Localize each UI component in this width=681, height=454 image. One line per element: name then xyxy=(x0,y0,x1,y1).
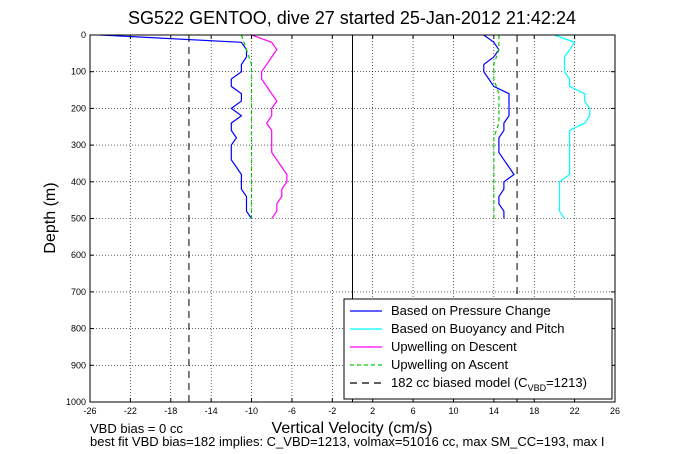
y-tick-label: 200 xyxy=(71,103,86,113)
x-tick-label: 10 xyxy=(448,406,458,416)
y-tick-label: 100 xyxy=(71,67,86,77)
y-tick-label: 600 xyxy=(71,250,86,260)
legend-entry-label: Based on Buoyancy and Pitch xyxy=(391,321,564,336)
x-tick-label: -26 xyxy=(83,406,96,416)
chart-title: SG522 GENTOO, dive 27 started 25-Jan-201… xyxy=(128,8,576,28)
y-axis-label: Depth (m) xyxy=(42,182,59,253)
series-line-based-on-pressure-change xyxy=(483,34,515,219)
x-tick-label: 22 xyxy=(570,406,580,416)
legend-entry-label: Based on Pressure Change xyxy=(391,303,551,318)
x-tick-label: -18 xyxy=(164,406,177,416)
data-series-layer xyxy=(100,34,591,402)
x-tick-label: 18 xyxy=(529,406,539,416)
legend-entry-label: Upwelling on Descent xyxy=(391,339,517,354)
y-tick-label: 400 xyxy=(71,177,86,187)
y-tick-label: 0 xyxy=(81,30,86,40)
legend-entry-label: Upwelling on Ascent xyxy=(391,357,508,372)
legend: Based on Pressure Change Based on Buoyanc… xyxy=(343,298,613,400)
x-tick-label: 26 xyxy=(610,406,620,416)
x-axis-label: Vertical Velocity (cm/s) xyxy=(272,420,433,437)
x-tick-label: -10 xyxy=(245,406,258,416)
legend-entry-label: 182 cc biased model (CVBD=1213) xyxy=(391,375,587,393)
x-tick-label: 14 xyxy=(489,406,499,416)
series-line-upwelling-on-descent xyxy=(251,34,288,219)
y-tick-label: 700 xyxy=(71,287,86,297)
y-tick-label: 900 xyxy=(71,360,86,370)
y-tick-label: 1000 xyxy=(66,397,86,407)
series-line-based-on-buoyancy-and-pitch xyxy=(554,34,591,219)
footer-fit-text: best fit VBD bias=182 implies: C_VBD=121… xyxy=(90,434,604,449)
legend-box xyxy=(343,298,613,400)
x-tick-label: -22 xyxy=(124,406,137,416)
series-line-upwelling-on-ascent xyxy=(493,35,500,219)
footer-bias-text: VBD bias = 0 cc xyxy=(90,421,183,436)
x-tick-label: -14 xyxy=(205,406,218,416)
x-tick-label: -2 xyxy=(328,406,336,416)
y-tick-label: 300 xyxy=(71,140,86,150)
axis-ticks: -26 -22 -18 -14 -10 -6 -2 2 6 10 14 18 22 26010020030… xyxy=(66,30,620,416)
x-tick-label: 6 xyxy=(411,406,416,416)
x-tick-label: -6 xyxy=(288,406,296,416)
x-tick-label: 2 xyxy=(370,406,375,416)
series-line-based-on-pressure-change xyxy=(100,34,252,219)
y-tick-label: 500 xyxy=(71,214,86,224)
y-tick-label: 800 xyxy=(71,324,86,334)
